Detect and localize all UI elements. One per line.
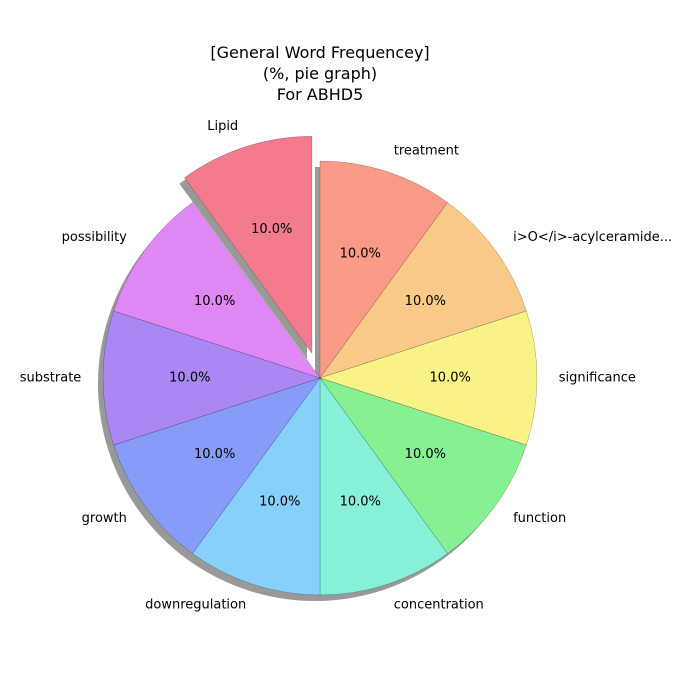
slice-significance[interactable] [319,310,538,446]
slice-label-downregulation: downregulation [145,598,246,613]
slice-i-o-i-acylceramide[interactable] [319,202,527,379]
slice-function[interactable] [319,377,527,554]
slice-possibility[interactable] [113,202,321,379]
slice-label-concentration: concentration [394,598,484,613]
slice-percent-growth: 10.0% [194,447,235,462]
slice-label-substrate: substrate [20,371,82,386]
slice-percent-possibility: 10.0% [194,294,235,309]
slice-lipid[interactable] [184,136,313,355]
slice-percent-treatment: 10.0% [340,247,381,262]
slice-label-treatment: treatment [394,143,459,158]
slice-label-function: function [513,511,566,526]
slice-label-growth: growth [82,511,127,526]
slice-percent-lipid: 10.0% [251,222,292,237]
slice-concentration[interactable] [319,377,448,596]
title-line-2: (%, pie graph) [263,64,377,83]
slice-label-significance: significance [559,371,636,386]
title-line-3: For ABHD5 [277,85,364,104]
slice-label-i-o-i-acylceramide: i>O</i>-acylceramide... [513,230,672,245]
slice-growth[interactable] [113,377,321,554]
slice-label-lipid: Lipid [207,119,238,134]
slice-substrate[interactable] [102,310,321,446]
slices [102,136,538,596]
slice-downregulation[interactable] [192,377,321,596]
chart-title: [General Word Frequencey] (%, pie graph)… [210,43,429,104]
slice-percent-substrate: 10.0% [169,371,210,386]
slice-percent-concentration: 10.0% [340,494,381,509]
slice-percent-significance: 10.0% [430,371,471,386]
slice-label-possibility: possibility [62,230,128,245]
title-line-1: [General Word Frequencey] [210,43,429,62]
slice-percent-i-o-i-acylceramide: 10.0% [405,294,446,309]
slice-treatment[interactable] [319,160,448,379]
slice-labels: treatment 10.0% i>O</i>-acylceramide... 10.… [20,119,672,613]
slice-percent-downregulation: 10.0% [259,494,300,509]
slice-percent-function: 10.0% [405,447,446,462]
